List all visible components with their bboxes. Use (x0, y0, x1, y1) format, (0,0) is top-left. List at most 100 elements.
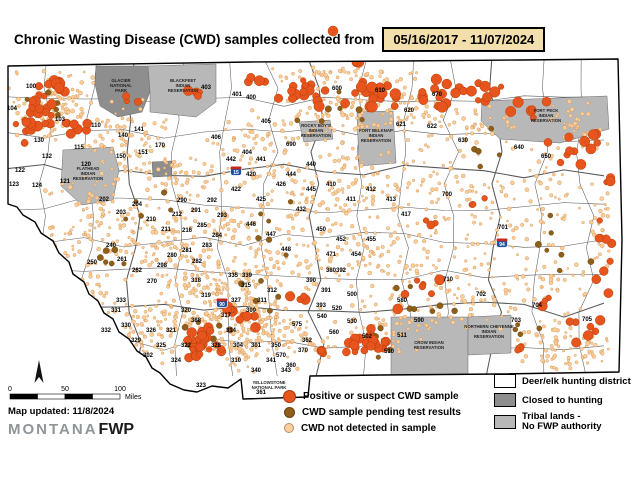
sample-dot-positive (313, 100, 325, 112)
district-label: 323 (196, 383, 207, 389)
sample-dot-not-detected (131, 239, 136, 244)
sample-dot-not-detected (312, 240, 317, 246)
sample-dot-not-detected (347, 71, 351, 75)
sample-dot-not-detected (454, 107, 459, 112)
sample-dot-not-detected (183, 308, 189, 314)
sample-dot-not-detected (207, 314, 211, 318)
interstate-shield-icon: 90 (216, 298, 228, 308)
sample-dot-pending (55, 112, 61, 118)
sample-dot-not-detected (216, 265, 221, 270)
sample-dot-not-detected (167, 257, 173, 262)
sample-dot-positive (441, 78, 452, 90)
sample-dot-not-detected (42, 134, 47, 139)
sample-dot-not-detected (406, 115, 410, 119)
sample-dot-not-detected (225, 357, 229, 361)
sample-dot-pending (556, 267, 563, 274)
sample-dot-not-detected (393, 230, 397, 235)
sample-dot-not-detected (473, 108, 478, 113)
sample-dot-pending (255, 235, 262, 242)
sample-dot-positive (65, 128, 76, 139)
sample-dot-not-detected (424, 323, 429, 328)
sample-dot-not-detected (101, 161, 105, 165)
sample-dot-pending (265, 236, 273, 243)
sample-dot-not-detected (91, 80, 96, 85)
sample-dot-not-detected (314, 257, 319, 261)
sample-dot-not-detected (545, 185, 550, 191)
sample-dot-not-detected (328, 125, 333, 130)
sample-dot-not-detected (325, 76, 330, 81)
sample-dot-not-detected (216, 142, 220, 146)
sample-dot-not-detected (297, 210, 301, 214)
sample-dot-not-detected (232, 234, 236, 238)
sample-dot-not-detected (447, 278, 452, 283)
sample-dot-not-detected (145, 204, 149, 208)
sample-dot-not-detected (272, 169, 277, 173)
sample-dot-not-detected (399, 255, 402, 258)
sample-dot-not-detected (378, 69, 384, 74)
sample-dot-positive (299, 87, 308, 96)
sample-dot-not-detected (354, 74, 358, 78)
sample-dot-not-detected (159, 291, 164, 296)
sample-dot-not-detected (88, 237, 93, 241)
sample-dot-positive (575, 159, 587, 170)
sample-dot-not-detected (222, 171, 226, 175)
sample-dot-not-detected (386, 226, 390, 231)
sample-dot-not-detected (219, 272, 223, 276)
district-label: 410 (326, 182, 337, 188)
district-label: 320 (181, 308, 192, 314)
sample-dot-not-detected (231, 138, 236, 142)
sample-dot-not-detected (246, 355, 251, 360)
sample-dot-not-detected (134, 269, 139, 273)
sample-dot-not-detected (104, 122, 108, 126)
sample-dot-not-detected (231, 269, 236, 274)
sample-dot-pending (287, 199, 294, 205)
sample-dot-not-detected (184, 254, 188, 259)
sample-dot-not-detected (54, 119, 59, 124)
north-arrow-icon (34, 360, 44, 383)
sample-dot-not-detected (314, 70, 319, 74)
legend-label: Tribal lands - No FWP authority (522, 411, 602, 432)
sample-dot-not-detected (444, 289, 450, 294)
district-label: 325 (156, 343, 167, 349)
sample-dot-pending (355, 106, 363, 114)
district-label: 703 (511, 318, 522, 324)
sample-dot-not-detected (146, 314, 150, 318)
sample-dot-not-detected (123, 157, 126, 161)
sample-dot-not-detected (465, 132, 469, 136)
sample-dot-not-detected (179, 210, 184, 214)
sample-dot-not-detected (401, 92, 406, 97)
district-label: 151 (138, 150, 149, 156)
sample-dot-not-detected (327, 228, 332, 233)
reservation-label: GLACIER NATIONAL PARK (110, 78, 132, 93)
sample-dot-not-detected (277, 227, 282, 232)
sample-dot-pending (45, 89, 52, 96)
sample-dot-not-detected (178, 171, 182, 175)
sample-dot-not-detected (129, 326, 133, 330)
sample-dot-not-detected (262, 329, 266, 333)
sample-dot-not-detected (221, 210, 226, 215)
sample-dot-not-detected (244, 298, 249, 303)
sample-dot-not-detected (341, 267, 345, 272)
district-label: 471 (326, 252, 337, 258)
sample-dot-not-detected (348, 248, 352, 252)
sample-dot-not-detected (72, 293, 76, 298)
sample-dot-not-detected (389, 243, 393, 247)
sample-dot-not-detected (219, 240, 224, 245)
sample-dot-not-detected (502, 282, 506, 286)
sample-dot-not-detected (386, 184, 390, 188)
sample-dot-positive (351, 59, 359, 66)
sample-dot-not-detected (311, 130, 315, 134)
sample-dot-positive (603, 288, 614, 298)
sample-dot-not-detected (462, 299, 467, 304)
sample-dot-not-detected (583, 354, 588, 359)
district-label: 216 (182, 228, 193, 234)
sample-dot-not-detected (77, 240, 81, 245)
sample-dot-not-detected (346, 185, 351, 189)
sample-dot-not-detected (218, 235, 222, 239)
sample-dot-not-detected (496, 233, 499, 237)
sample-dot-not-detected (127, 236, 131, 239)
sample-dot-not-detected (542, 264, 547, 269)
sample-dot-not-detected (566, 311, 570, 315)
sample-dot-not-detected (464, 137, 468, 141)
sample-dot-pending (226, 326, 234, 334)
